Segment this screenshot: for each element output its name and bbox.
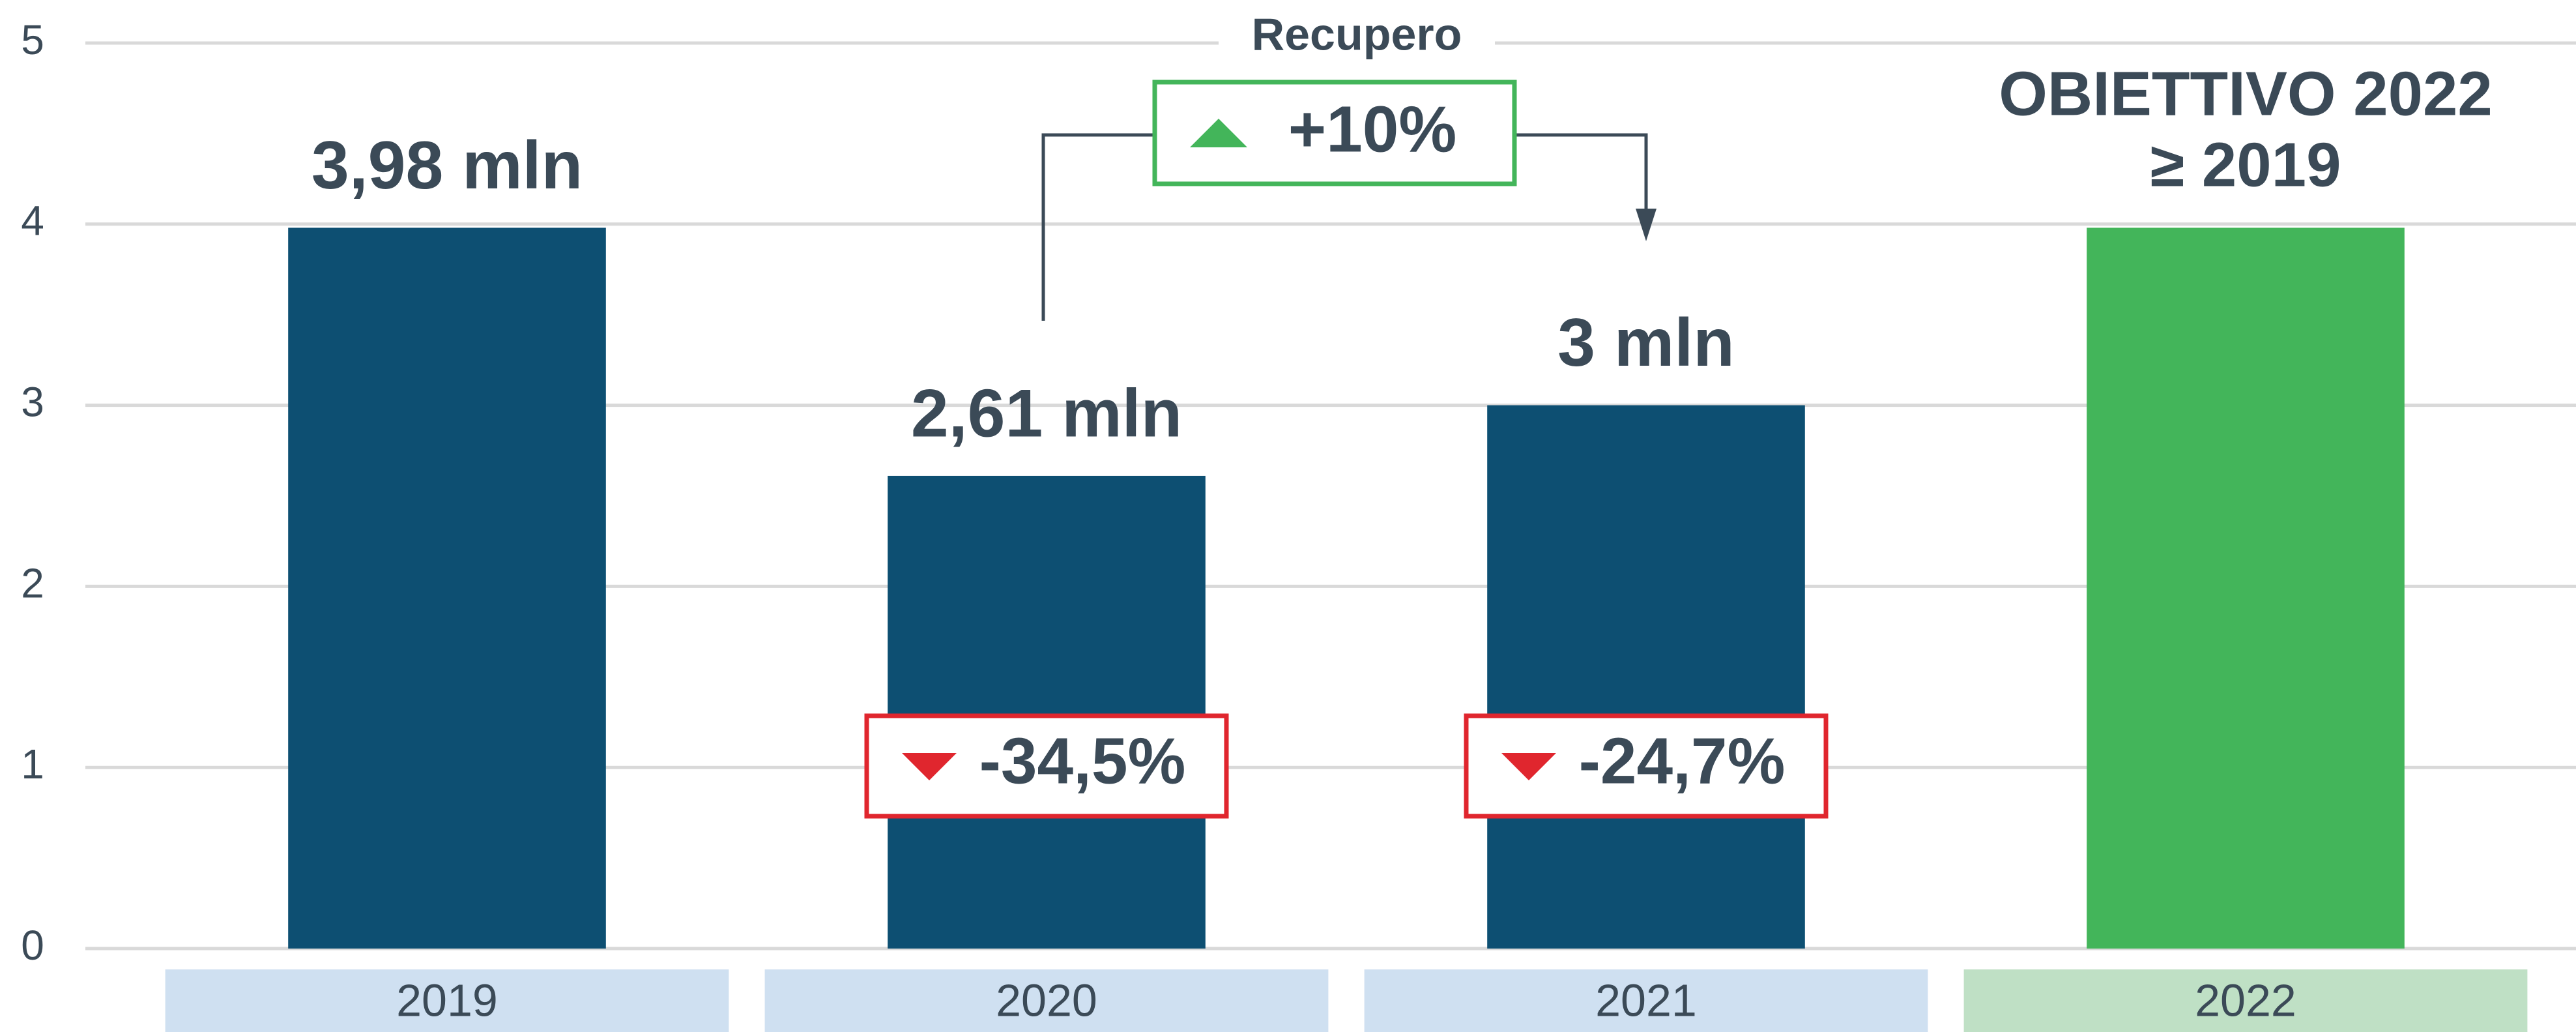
category-box — [1364, 969, 1928, 1032]
data-label: 2,61 mln — [911, 376, 1182, 451]
connector — [1041, 133, 1648, 321]
arrow-head — [1636, 209, 1657, 241]
change-box — [864, 713, 1229, 819]
change-label: -34,5% — [979, 724, 1186, 797]
bar — [2087, 228, 2405, 949]
bar — [1487, 405, 1805, 949]
y-tick-label: 3 — [21, 379, 44, 426]
up-arrow — [1190, 119, 1247, 147]
category-box — [165, 969, 729, 1032]
data-label: 3 mln — [1557, 305, 1735, 381]
y-tick-label: 0 — [21, 922, 44, 969]
bar — [288, 228, 606, 949]
down-arrow — [1501, 753, 1556, 780]
y-tick-label: 2 — [21, 559, 44, 606]
target-label: OBIETTIVO 2022 — [1999, 59, 2493, 128]
down-arrow — [902, 753, 957, 780]
change-label: -24,7% — [1579, 724, 1786, 797]
bar — [888, 475, 1206, 949]
x-tick-label: 2020 — [996, 975, 1097, 1025]
target-label: ≥ 2019 — [2150, 130, 2341, 199]
data-label: 3,98 mln — [311, 128, 583, 203]
category-box — [1963, 969, 2528, 1032]
recovery-label: Recupero — [1252, 8, 1462, 59]
recovery-label-bg — [1219, 12, 1495, 64]
x-tick-label: 2019 — [396, 975, 498, 1025]
y-tick-label: 4 — [21, 198, 44, 244]
category-box — [764, 969, 1329, 1032]
y-tick-label: 1 — [21, 741, 44, 788]
recovery-change: +10% — [1288, 93, 1457, 166]
x-tick-label: 2022 — [2195, 975, 2296, 1025]
y-tick-label: 5 — [21, 16, 44, 63]
x-tick-label: 2021 — [1595, 975, 1697, 1025]
